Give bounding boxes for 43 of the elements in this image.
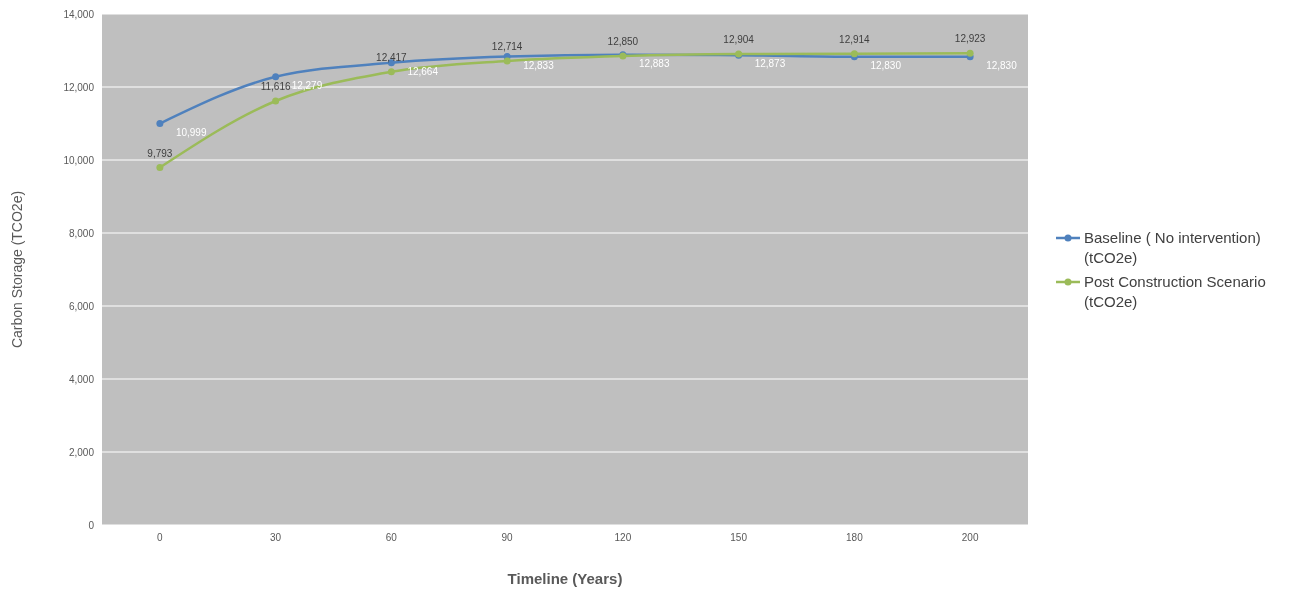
x-tick-label: 200 [961, 532, 979, 543]
y-tick-label: 4,000 [68, 373, 95, 385]
x-tick-label: 120 [614, 532, 632, 543]
y-tick-label: 8,000 [68, 227, 95, 239]
y-axis-title: Carbon Storage (TCO2e) [9, 190, 25, 349]
data-label: 12,914 [839, 33, 871, 45]
data-label: 12,923 [954, 33, 986, 45]
data-label: 9,793 [147, 147, 173, 159]
y-tick-label: 10,000 [63, 154, 95, 166]
point [156, 120, 164, 128]
data-label: 12,279 [291, 79, 323, 91]
x-tick-label: 0 [157, 532, 164, 543]
point [387, 68, 395, 76]
point [966, 49, 974, 57]
data-label: 12,883 [638, 57, 670, 69]
x-tick-label: 90 [501, 532, 514, 543]
data-label: 12,850 [607, 35, 639, 47]
y-tick-label: 12,000 [63, 81, 95, 93]
y-tick-label: 14,000 [63, 8, 95, 20]
legend-label: Post Construction Scenario (tCO2e) [1084, 273, 1266, 311]
data-label: 12,904 [723, 34, 755, 45]
data-label: 12,833 [523, 59, 555, 71]
data-label: 12,873 [754, 58, 786, 70]
x-axis-title: Timeline (Years) [507, 570, 623, 587]
data-label: 12,714 [491, 40, 523, 52]
data-label: 12,664 [407, 65, 439, 77]
data-label: 12,417 [376, 51, 408, 63]
x-tick-label: 150 [730, 532, 748, 543]
data-label: 11,616 [260, 81, 291, 93]
point [272, 97, 280, 105]
data-label: 12,830 [986, 59, 1018, 71]
x-tick-label: 180 [846, 532, 864, 543]
y-tick-label: 2,000 [68, 446, 95, 458]
point [156, 164, 164, 172]
point [272, 73, 280, 81]
legend-label: Baseline ( No intervention) (tCO2e) [1084, 229, 1261, 267]
y-tick-label: 0 [88, 519, 95, 531]
point [503, 57, 511, 65]
x-tick-label: 60 [385, 532, 398, 543]
data-label: 12,830 [870, 59, 902, 71]
x-tick-label: 30 [270, 532, 282, 543]
data-label: 10,999 [175, 126, 207, 138]
y-tick-label: 6,000 [68, 300, 95, 312]
